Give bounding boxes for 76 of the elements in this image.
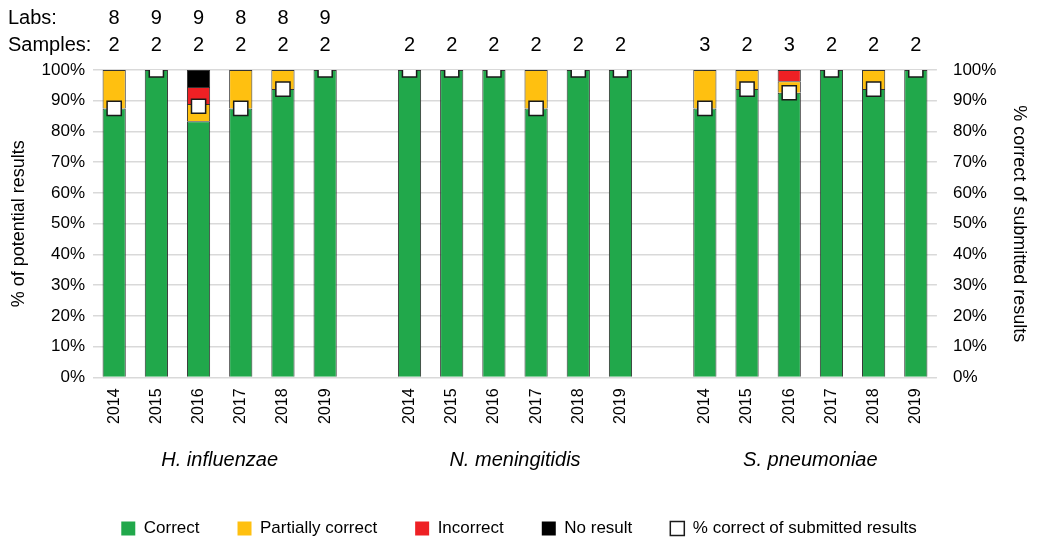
y-tick-label: 10% xyxy=(51,336,86,356)
text: N. meningitidis xyxy=(449,447,581,470)
x-tick-label: 2016 xyxy=(188,388,206,424)
x-tick-label: 2018 xyxy=(568,388,586,424)
text: 2 xyxy=(403,32,416,55)
x-tick-label: 2019 xyxy=(610,388,628,424)
y2-tick-label: 0% xyxy=(952,367,978,387)
x-tick-label: 2014 xyxy=(695,388,713,424)
y2-tick-label: 90% xyxy=(952,90,987,110)
x-tick-label: 2014 xyxy=(104,388,122,424)
x-tick-label: 2019 xyxy=(906,388,924,424)
y-tick-label: 40% xyxy=(51,244,86,264)
text: 9 xyxy=(319,5,331,28)
x-tick-label: 2016 xyxy=(484,388,502,424)
text: 2 xyxy=(530,32,542,55)
text: S. pneumoniae xyxy=(743,447,878,470)
x-tick-label: 2017 xyxy=(821,388,839,424)
text: 8 xyxy=(108,5,120,28)
legend-label: Incorrect xyxy=(437,518,505,538)
y-tick-label: 30% xyxy=(51,274,86,294)
x-tick-label: 2017 xyxy=(231,388,249,424)
x-tick-label: 2018 xyxy=(864,388,882,424)
text: 2 xyxy=(319,32,331,55)
x-tick-label: 2015 xyxy=(737,388,755,424)
text: Labs: xyxy=(8,5,57,28)
x-tick-label: 2015 xyxy=(442,388,460,424)
text: H. influenzae xyxy=(161,447,279,470)
text: 2 xyxy=(235,32,247,55)
text: 2 xyxy=(488,32,500,55)
y2-tick-label: 70% xyxy=(952,151,987,171)
x-tick-label: 2018 xyxy=(273,388,291,424)
text: 2 xyxy=(277,32,289,55)
y-tick-label: 0% xyxy=(60,367,86,387)
x-tick-label: 2015 xyxy=(146,388,164,424)
text: 9 xyxy=(193,5,205,28)
y2-tick-label: 100% xyxy=(952,59,997,79)
y-tick-label: 100% xyxy=(41,59,86,79)
x-tick-label: 2017 xyxy=(526,388,544,424)
text: Samples: xyxy=(8,32,92,55)
y2-tick-label: 80% xyxy=(952,121,987,141)
x-tick-label: 2019 xyxy=(315,388,333,424)
text: 2 xyxy=(741,32,753,55)
text: 2 xyxy=(868,32,880,55)
y2-tick-label: 20% xyxy=(952,305,987,325)
text: 2 xyxy=(614,32,627,55)
legend-label: % correct of submitted results xyxy=(692,518,917,538)
text: 3 xyxy=(699,32,711,55)
text: 2 xyxy=(572,32,584,55)
text: 9 xyxy=(150,5,162,28)
text: 2 xyxy=(910,32,922,55)
y-tick-label: 90% xyxy=(51,90,86,110)
y-tick-label: 80% xyxy=(51,121,86,141)
y2-tick-label: 10% xyxy=(952,336,987,356)
x-tick-label: 2014 xyxy=(399,388,417,424)
text: 2 xyxy=(193,32,205,55)
text: 8 xyxy=(235,5,247,28)
legend-label: No result xyxy=(564,518,633,538)
legend-label: Partially correct xyxy=(260,518,378,538)
y-axis-title: % of potential results xyxy=(7,140,28,308)
text: 2 xyxy=(446,32,458,55)
y2-tick-label: 50% xyxy=(952,213,987,233)
x-tick-label: 2016 xyxy=(779,388,797,424)
text: 8 xyxy=(277,5,289,28)
text: 2 xyxy=(150,32,162,55)
y2-axis-title: % correct of submitted results xyxy=(1010,105,1031,343)
text: 2 xyxy=(825,32,837,55)
y-tick-label: 20% xyxy=(51,305,86,325)
y2-tick-label: 60% xyxy=(952,182,987,202)
y-tick-label: 50% xyxy=(51,213,86,233)
y2-tick-label: 40% xyxy=(952,244,987,264)
legend-label: Correct xyxy=(143,518,200,538)
y-tick-label: 60% xyxy=(51,182,86,202)
text: 3 xyxy=(783,32,795,55)
y2-tick-label: 30% xyxy=(952,274,987,294)
y-tick-label: 70% xyxy=(51,151,86,171)
text: 2 xyxy=(108,32,120,55)
